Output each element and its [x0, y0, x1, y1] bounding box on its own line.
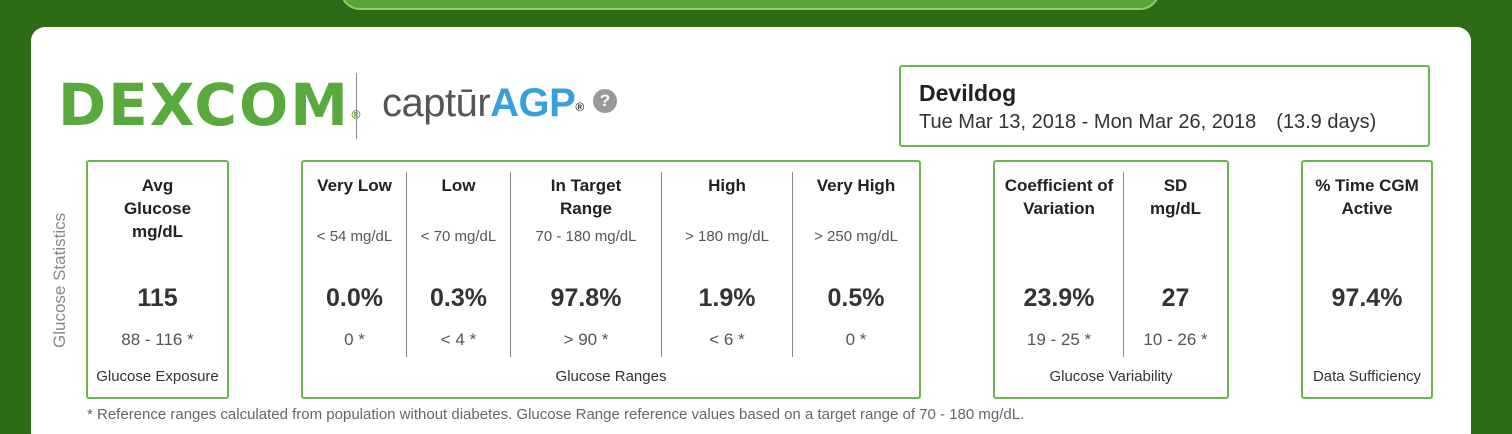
column-header: In Target Range — [550, 176, 622, 218]
patient-info-box: Devildog Tue Mar 13, 2018 - Mon Mar 26, … — [899, 65, 1430, 147]
range-column-high: High > 180 mg/dL 1.9% < 6 * — [662, 162, 792, 397]
box-footer: Glucose Exposure — [96, 368, 219, 385]
section-label: Glucose Statistics — [50, 212, 69, 348]
column-value: 0.3% — [430, 284, 487, 312]
column-value: 1.9% — [698, 284, 756, 312]
column-header: Low — [441, 176, 476, 195]
column-header: Avg Glucose mg/dL — [123, 176, 192, 241]
avg-glucose-column: Avg Glucose mg/dL 115 88 - 116 * — [88, 162, 227, 397]
column-value: 27 — [1161, 284, 1190, 312]
column-reference: < 4 * — [440, 330, 477, 349]
column-reference: 88 - 116 * — [121, 330, 194, 349]
column-threshold: > 250 mg/dL — [814, 228, 898, 245]
box-footer: Glucose Variability — [1049, 368, 1173, 385]
column-reference: 0 * — [845, 330, 867, 349]
range-column-very-high: Very High > 250 mg/dL 0.5% 0 * — [793, 162, 919, 397]
column-separator — [510, 172, 511, 357]
column-reference: 10 - 26 * — [1143, 330, 1208, 349]
column-reference: 0 * — [344, 330, 365, 349]
column-header: SD mg/dL — [1150, 176, 1201, 218]
column-value: 97.8% — [550, 284, 622, 312]
range-column-very-low: Very Low < 54 mg/dL 0.0% 0 * — [303, 162, 406, 397]
agp-report-card — [31, 27, 1471, 434]
sd-column: SD mg/dL 27 10 - 26 * — [1124, 162, 1227, 397]
glucose-ranges-box: Very Low < 54 mg/dL 0.0% 0 * Low < 70 mg… — [301, 160, 921, 399]
box-footer: Glucose Ranges — [555, 368, 667, 385]
column-value: 97.4% — [1331, 284, 1403, 312]
column-threshold: 70 - 180 mg/dL — [535, 228, 637, 245]
date-range: Tue Mar 13, 2018 - Mon Mar 26, 2018 — [919, 111, 1257, 133]
cgm-active-column: % Time CGM Active 97.4% — [1303, 162, 1431, 397]
glucose-exposure-box: Avg Glucose mg/dL 115 88 - 116 * Glucose… — [86, 160, 229, 399]
range-column-low: Low < 70 mg/dL 0.3% < 4 * — [407, 162, 510, 397]
column-header: Very High — [816, 176, 896, 195]
column-separator — [661, 172, 662, 357]
data-sufficiency-box: % Time CGM Active 97.4% Data Sufficiency — [1301, 160, 1433, 399]
logo-divider — [356, 73, 357, 139]
column-reference: > 90 * — [563, 330, 609, 349]
box-footer: Data Sufficiency — [1312, 368, 1422, 385]
captur-agp-logo: captūrAGP® — [382, 81, 584, 125]
question-circle-icon[interactable]: ? — [593, 89, 617, 113]
top-banner — [340, 0, 1160, 10]
column-value: 0.5% — [827, 284, 885, 312]
column-value: 115 — [137, 284, 178, 312]
column-separator — [406, 172, 407, 357]
column-separator — [792, 172, 793, 357]
column-header: High — [708, 176, 746, 195]
column-value: 23.9% — [1023, 284, 1095, 312]
column-header: Very Low — [317, 176, 392, 195]
column-reference: < 6 * — [709, 330, 745, 349]
reference-footnote: * Reference ranges calculated from popul… — [87, 406, 1025, 423]
column-threshold: > 180 mg/dL — [685, 228, 769, 245]
column-threshold: < 70 mg/dL — [420, 228, 497, 245]
report-date-range: Tue Mar 13, 2018 - Mon Mar 26, 2018 (13.9… — [919, 107, 1410, 137]
range-column-in-target: In Target Range 70 - 180 mg/dL 97.8% > 9… — [511, 162, 661, 397]
dexcom-logo: DEXCOM® — [58, 71, 362, 139]
patient-name: Devildog — [919, 80, 1017, 106]
column-threshold: < 54 mg/dL — [316, 228, 393, 245]
column-header: Coefficient of Variation — [1004, 176, 1114, 218]
cv-column: Coefficient of Variation 23.9% 19 - 25 * — [995, 162, 1123, 397]
glucose-variability-box: Coefficient of Variation 23.9% 19 - 25 *… — [993, 160, 1229, 399]
column-header: % Time CGM Active — [1315, 176, 1419, 218]
days-count: (13.9 days) — [1276, 111, 1377, 133]
column-reference: 19 - 25 * — [1026, 330, 1092, 349]
column-separator — [1123, 172, 1124, 357]
column-value: 0.0% — [326, 284, 383, 312]
